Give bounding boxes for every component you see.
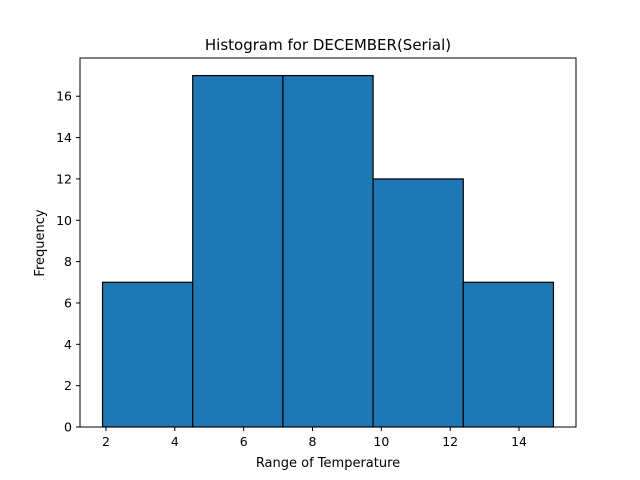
x-tick-label: 4 <box>171 434 179 449</box>
plot-area-frame <box>79 57 577 428</box>
y-axis-label: Frequency <box>33 209 48 276</box>
histogram-bar-0 <box>101 281 194 428</box>
x-tick-label: 14 <box>511 434 527 449</box>
chart-title: Histogram for DECEMBER(Serial) <box>205 36 451 54</box>
x-axis-label: Range of Temperature <box>256 456 400 471</box>
x-tick-label: 10 <box>373 434 389 449</box>
x-axis-ticks: 2 4 6 8 10 12 14 <box>102 427 527 449</box>
histogram-bar-4 <box>462 281 555 428</box>
y-tick-label: 10 <box>56 213 72 228</box>
x-tick-label: 6 <box>240 434 248 449</box>
y-tick-label: 0 <box>64 420 72 435</box>
x-tick-label: 12 <box>442 434 458 449</box>
histogram-bar-2 <box>282 74 374 428</box>
x-tick-label: 2 <box>102 434 110 449</box>
x-tick-label: 8 <box>309 434 317 449</box>
histogram-bar-3 <box>372 178 464 428</box>
bars-group <box>101 74 555 428</box>
y-tick-label: 2 <box>64 378 72 393</box>
y-tick-label: 16 <box>56 89 72 104</box>
histogram-bar-1 <box>192 74 284 428</box>
y-tick-label: 4 <box>64 337 72 352</box>
y-tick-label: 14 <box>56 130 72 145</box>
y-tick-label: 6 <box>64 295 72 310</box>
y-tick-label: 12 <box>56 171 72 186</box>
y-tick-label: 8 <box>64 254 72 269</box>
y-axis-ticks: 0 2 4 6 8 10 12 14 16 <box>56 89 80 435</box>
